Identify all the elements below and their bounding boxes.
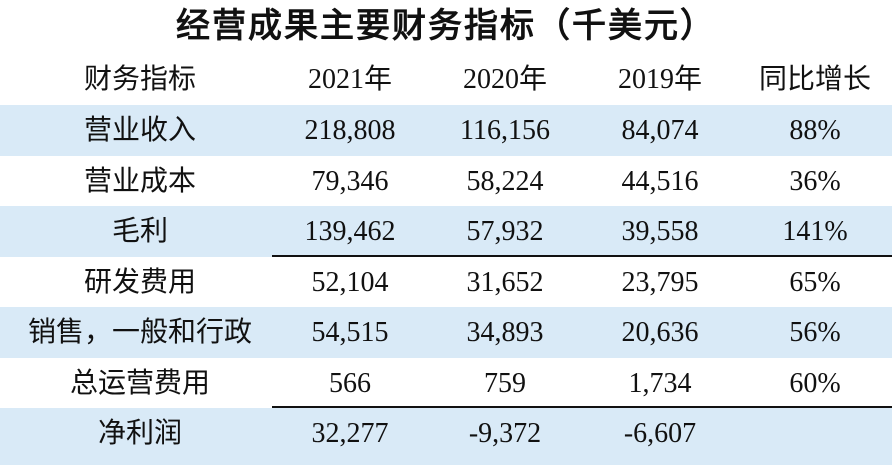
- cell: 31,652: [466, 266, 544, 298]
- cell: 44,516: [621, 165, 699, 197]
- table-row: 销售，一般和行政 54,515 34,893 20,636 56%: [0, 307, 892, 358]
- cell: 2019年: [617, 64, 702, 95]
- row-label: 财务指标: [83, 64, 196, 95]
- cell: 84,074: [621, 115, 699, 146]
- cell: 60%: [789, 367, 841, 399]
- header-row: 财务指标 2021年 2020年 2019年 同比增长: [0, 54, 892, 105]
- table-row: 研发费用 52,104 31,652 23,795 65%: [0, 257, 892, 308]
- cell: 79,346: [311, 165, 389, 197]
- cell: 36%: [789, 165, 841, 197]
- table-row: 净利润 32,277 -9,372 -6,607: [0, 408, 892, 465]
- cell: 1,734: [628, 367, 692, 399]
- cell: 同比增长: [758, 64, 871, 95]
- cell: 566: [329, 367, 371, 399]
- divider: [272, 406, 892, 408]
- table-row: 总运营费用 566 759 1,734 60%: [0, 358, 892, 409]
- cell: 218,808: [304, 115, 396, 146]
- cell: 2020年: [462, 64, 547, 95]
- cell: -6,607: [623, 418, 697, 449]
- cell: 759: [484, 367, 526, 399]
- cell: 57,932: [466, 216, 544, 247]
- title: 经营成果主要财务指标（千美元）: [176, 8, 716, 45]
- cell: 116,156: [460, 115, 550, 146]
- cell: 2021年: [307, 64, 392, 95]
- cell: 88%: [789, 115, 841, 146]
- table-row: 毛利 139,462 57,932 39,558 141%: [0, 206, 892, 257]
- cell: 23,795: [621, 266, 699, 298]
- cell: 32,277: [311, 418, 389, 449]
- cell: 65%: [789, 266, 841, 298]
- cell: 52,104: [311, 266, 389, 298]
- row-label: 总运营费用: [69, 367, 210, 399]
- row-label: 营业成本: [83, 165, 196, 197]
- row-label: 销售，一般和行政: [27, 317, 252, 348]
- cell: 34,893: [466, 317, 544, 348]
- cell: 141%: [782, 216, 848, 247]
- table-row: 营业收入 218,808 116,156 84,074 88%: [0, 105, 892, 156]
- divider: [272, 255, 892, 257]
- row-label: 毛利: [111, 216, 168, 247]
- cell: 39,558: [621, 216, 699, 247]
- cell: 56%: [789, 317, 841, 348]
- cell: 58,224: [466, 165, 544, 197]
- row-label: 净利润: [97, 418, 182, 449]
- cell: -9,372: [468, 418, 542, 449]
- row-label: 研发费用: [83, 266, 196, 298]
- cell: 54,515: [311, 317, 389, 348]
- cell: 139,462: [304, 216, 396, 247]
- row-label: 营业收入: [83, 115, 196, 146]
- cell: 20,636: [621, 317, 699, 348]
- table-row: 营业成本 79,346 58,224 44,516 36%: [0, 156, 892, 207]
